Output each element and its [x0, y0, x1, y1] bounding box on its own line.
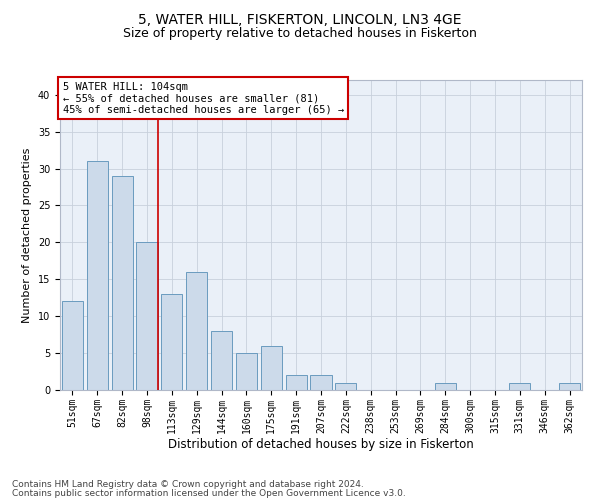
Bar	[161, 294, 182, 390]
Bar	[211, 331, 232, 390]
Text: Contains public sector information licensed under the Open Government Licence v3: Contains public sector information licen…	[12, 489, 406, 498]
Bar	[435, 382, 456, 390]
Bar	[335, 382, 356, 390]
Bar	[87, 161, 108, 390]
Bar	[261, 346, 282, 390]
Bar	[62, 302, 83, 390]
Bar	[136, 242, 158, 390]
X-axis label: Distribution of detached houses by size in Fiskerton: Distribution of detached houses by size …	[168, 438, 474, 452]
Text: 5 WATER HILL: 104sqm
← 55% of detached houses are smaller (81)
45% of semi-detac: 5 WATER HILL: 104sqm ← 55% of detached h…	[62, 82, 344, 115]
Bar	[559, 382, 580, 390]
Bar	[310, 375, 332, 390]
Text: Size of property relative to detached houses in Fiskerton: Size of property relative to detached ho…	[123, 28, 477, 40]
Bar	[186, 272, 207, 390]
Bar	[112, 176, 133, 390]
Bar	[236, 353, 257, 390]
Bar	[509, 382, 530, 390]
Text: Contains HM Land Registry data © Crown copyright and database right 2024.: Contains HM Land Registry data © Crown c…	[12, 480, 364, 489]
Bar	[286, 375, 307, 390]
Text: 5, WATER HILL, FISKERTON, LINCOLN, LN3 4GE: 5, WATER HILL, FISKERTON, LINCOLN, LN3 4…	[138, 12, 462, 26]
Y-axis label: Number of detached properties: Number of detached properties	[22, 148, 32, 322]
